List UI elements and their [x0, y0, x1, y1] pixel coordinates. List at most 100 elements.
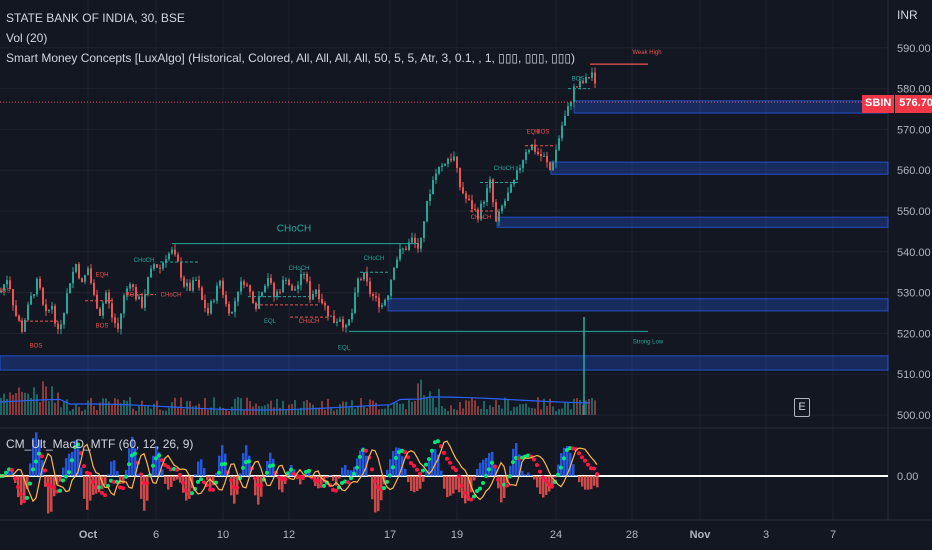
- macd-histogram-bar: [98, 476, 101, 493]
- macd-dot: [187, 491, 191, 496]
- candle-body: [6, 280, 8, 285]
- volume-bar: [585, 400, 587, 415]
- candle-body: [516, 170, 518, 180]
- candle-body: [384, 299, 386, 306]
- volume-bar: [543, 398, 545, 415]
- macd-histogram-bar: [593, 476, 596, 486]
- candle-body: [555, 149, 557, 163]
- macd-histogram-bar: [158, 452, 161, 476]
- macd-dot: [127, 462, 131, 467]
- volume-bar: [534, 408, 536, 415]
- macd-histogram-bar: [455, 476, 458, 490]
- macd-histogram-bar: [545, 476, 548, 495]
- candle-body: [585, 77, 587, 83]
- volume-bar: [378, 409, 380, 415]
- candle-body: [255, 303, 257, 309]
- candle-body: [222, 280, 224, 295]
- annotation-label: EQH: [526, 129, 539, 135]
- candle-body: [258, 296, 260, 309]
- candle-body: [426, 201, 428, 222]
- macd-histogram-bar: [575, 475, 578, 476]
- candle-body: [306, 273, 308, 282]
- events-button[interactable]: E: [794, 398, 810, 417]
- macd-dot: [7, 467, 11, 472]
- price-axis[interactable]: 500.00 510.00 520.00 530.00 540.00 550.00 560.…: [897, 43, 931, 422]
- candle-body: [417, 242, 419, 249]
- candle-body: [327, 305, 329, 317]
- macd-dot: [208, 487, 212, 492]
- macd-dot: [265, 470, 269, 475]
- candle-body: [138, 296, 140, 300]
- macd-histogram-bar: [554, 476, 557, 478]
- macd-histogram-bar: [116, 471, 119, 476]
- macd-dot: [334, 488, 338, 493]
- macd-dot: [586, 462, 590, 467]
- price-tick-label: 500.00: [897, 410, 931, 422]
- macd-legend[interactable]: CM_Ult_MacD_MTF (60, 12, 26, 9): [6, 437, 194, 451]
- candle-body: [579, 81, 581, 88]
- macd-dot: [46, 482, 50, 487]
- macd-dot: [358, 454, 362, 459]
- volume-bar: [204, 398, 206, 415]
- volume-bar: [522, 404, 524, 415]
- demand-zone: [550, 161, 889, 175]
- volume-bar: [93, 405, 95, 415]
- candle-body: [300, 274, 302, 286]
- candle-body: [3, 284, 5, 291]
- macd-dot: [304, 469, 308, 474]
- volume-bar: [354, 408, 356, 415]
- annotation-label: BOS: [30, 344, 43, 350]
- volume-bar: [21, 391, 23, 415]
- macd-histogram-bar: [377, 476, 380, 512]
- macd-dot: [478, 486, 482, 491]
- candle-body: [15, 305, 17, 316]
- candle-body: [12, 289, 14, 306]
- volume-bar: [591, 397, 593, 415]
- candle-body: [474, 208, 476, 210]
- candle-body: [429, 194, 431, 202]
- macd-histogram-bar: [518, 454, 521, 476]
- macd-dot: [91, 479, 95, 484]
- macd-dot: [535, 463, 539, 467]
- symbol-title[interactable]: STATE BANK OF INDIA, 30, BSE: [6, 11, 185, 25]
- macd-histogram-bar: [398, 447, 401, 476]
- volume-bar: [117, 399, 119, 415]
- volume-bar: [429, 391, 431, 415]
- macd-histogram-bar: [203, 468, 206, 476]
- macd-dot: [16, 485, 20, 489]
- macd-histogram-bar: [248, 455, 251, 476]
- volume-bar: [306, 399, 308, 415]
- candle-body: [339, 319, 341, 322]
- volume-bar: [15, 393, 17, 415]
- macd-histogram-bar: [596, 476, 599, 488]
- macd-dot: [196, 479, 200, 484]
- macd-histogram-bar: [77, 442, 80, 476]
- candle-body: [369, 281, 371, 294]
- macd-dot: [505, 483, 509, 488]
- volume-legend[interactable]: Vol (20): [6, 31, 48, 45]
- candle-body: [147, 277, 149, 295]
- candle-body: [33, 294, 35, 296]
- volume-bar: [237, 397, 239, 415]
- volume-bar: [390, 408, 392, 415]
- smc-legend[interactable]: Smart Money Concepts [LuxAlgo] (Historic…: [6, 51, 575, 65]
- macd-histogram-bar: [587, 476, 590, 490]
- macd-histogram-bar: [173, 476, 176, 481]
- candle-body: [162, 262, 164, 269]
- candle-body: [228, 304, 230, 314]
- macd-dot: [298, 474, 302, 479]
- price-tick-label: 550.00: [897, 206, 931, 218]
- macd-dot: [67, 470, 71, 475]
- time-axis[interactable]: Oct 6 10 12 17 19 24 28 Nov 3 7: [79, 529, 836, 541]
- volume-bar: [552, 406, 554, 415]
- volume-bar: [516, 406, 518, 415]
- volume-bar: [318, 407, 320, 415]
- candle-body: [144, 294, 146, 308]
- macd-dot: [532, 457, 536, 462]
- macd-histogram-bar: [563, 447, 566, 476]
- volume-bar: [297, 409, 299, 415]
- volume-bar: [72, 408, 74, 415]
- macd-histogram-bar: [437, 454, 440, 476]
- annotation-label: CHoCH: [277, 223, 311, 234]
